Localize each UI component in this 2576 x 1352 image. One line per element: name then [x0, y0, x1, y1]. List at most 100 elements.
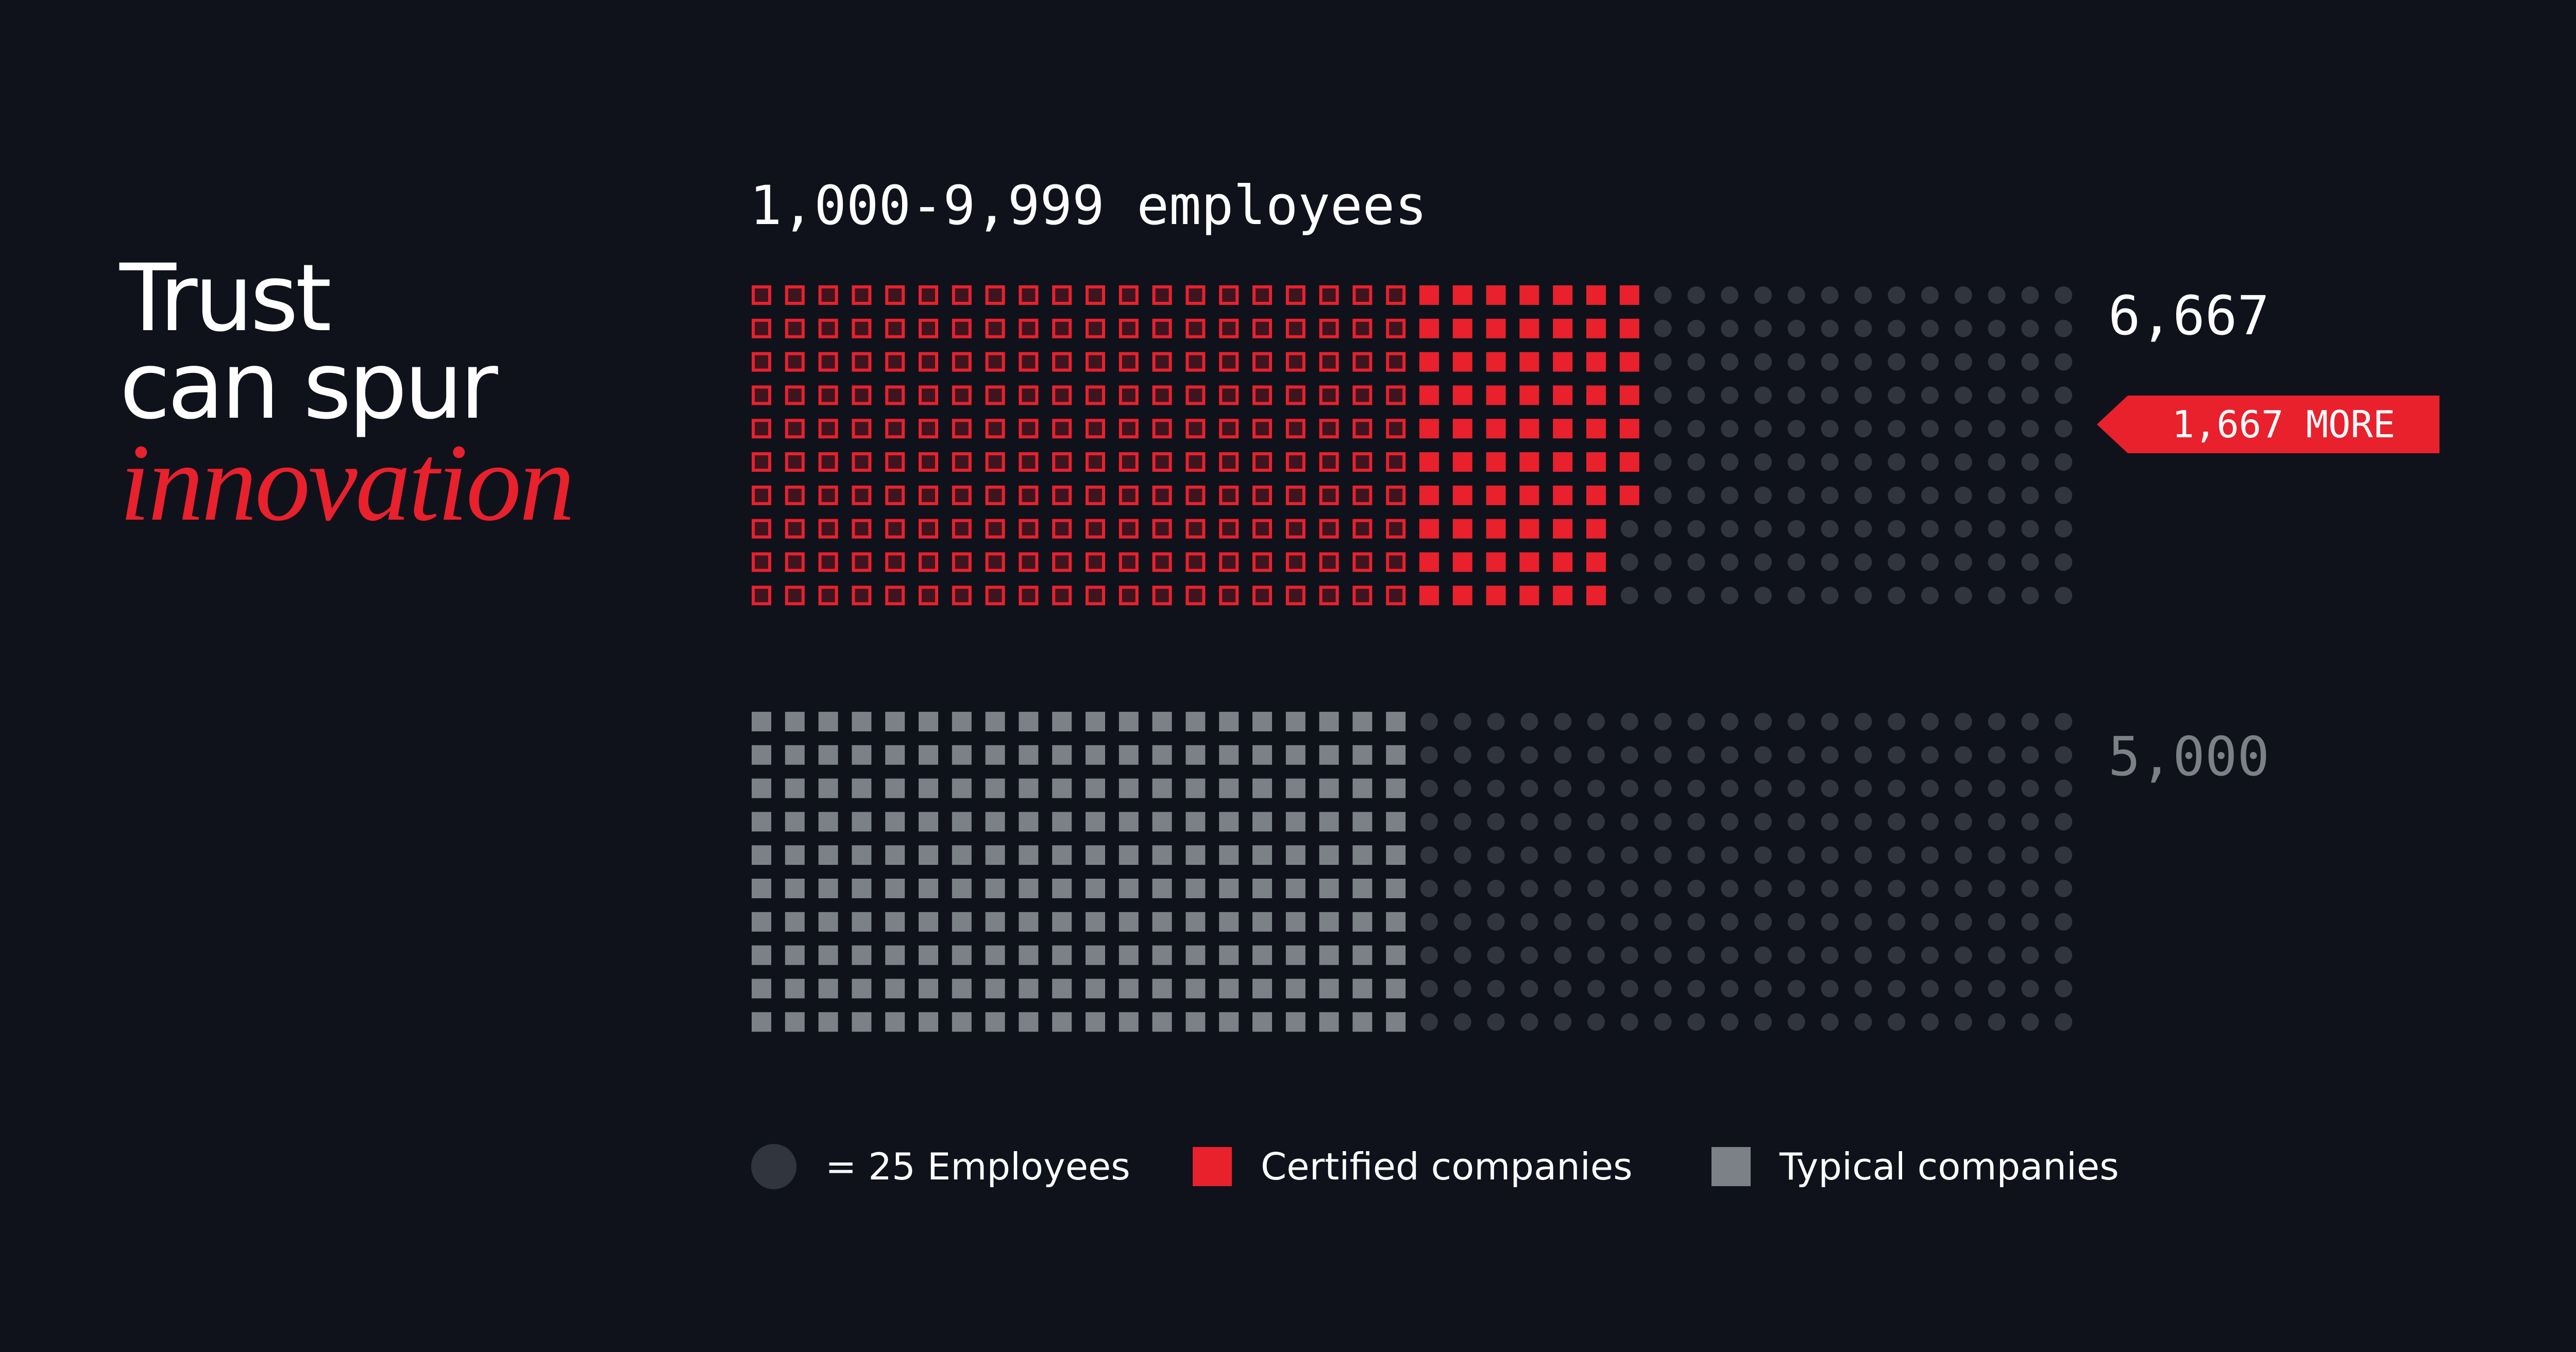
typical-unit-square: [985, 712, 1005, 731]
typical-unit-square: [1219, 778, 1239, 798]
certified-unit-square: [1086, 285, 1105, 305]
empty-unit-dot: [1888, 980, 1906, 998]
typical-unit-square: [1319, 879, 1339, 898]
empty-unit-dot: [1654, 553, 1672, 571]
certified-extra-unit-square: [1586, 586, 1606, 606]
empty-unit-dot: [2055, 846, 2073, 864]
empty-unit-dot: [1520, 946, 1538, 964]
certified-unit-square: [785, 419, 805, 439]
typical-unit-square: [985, 912, 1005, 932]
empty-unit-dot: [1921, 587, 1939, 605]
empty-unit-dot: [1921, 880, 1939, 897]
certified-unit-square: [752, 519, 771, 539]
empty-unit-dot: [1520, 880, 1538, 897]
certified-unit-square: [1352, 452, 1372, 472]
typical-unit-square: [1118, 745, 1139, 765]
typical-unit-square: [885, 845, 905, 865]
certified-unit-square: [952, 352, 972, 372]
certified-extra-unit-square: [1519, 419, 1539, 439]
certified-unit-square: [752, 419, 771, 439]
typical-unit-square: [752, 812, 771, 832]
empty-unit-dot: [1954, 880, 1972, 897]
typical-unit-square: [1352, 879, 1372, 898]
empty-unit-dot: [1487, 1013, 1505, 1031]
typical-unit-square: [1086, 778, 1105, 798]
empty-unit-dot: [1821, 946, 1839, 964]
empty-unit-dot: [1854, 913, 1872, 931]
certified-unit-square: [1352, 485, 1372, 505]
typical-unit-square: [885, 879, 905, 898]
empty-unit-dot: [1854, 319, 1872, 337]
certified-unit-square: [1319, 419, 1339, 439]
typical-unit-square: [1252, 979, 1272, 999]
certified-extra-unit-square: [1486, 552, 1506, 572]
empty-unit-dot: [1821, 286, 1839, 304]
typical-unit-square: [952, 979, 972, 999]
certified-unit-square: [1185, 452, 1206, 472]
empty-unit-dot: [1854, 520, 1872, 538]
certified-extra-unit-square: [1419, 285, 1439, 305]
empty-unit-dot: [1554, 779, 1572, 797]
certified-unit-square: [919, 552, 938, 572]
typical-unit-square: [785, 778, 805, 798]
typical-unit-square: [785, 712, 805, 731]
empty-unit-dot: [1654, 420, 1672, 438]
typical-unit-square: [1252, 845, 1272, 865]
certified-unit-square: [1252, 586, 1272, 606]
certified-unit-square: [1086, 318, 1105, 338]
certified-extra-unit-square: [1452, 352, 1472, 372]
empty-unit-dot: [1888, 520, 1906, 538]
certified-unit-square: [1118, 485, 1139, 505]
empty-unit-dot: [2055, 779, 2073, 797]
typical-unit-square: [852, 912, 872, 932]
certified-unit-square: [1185, 419, 1206, 439]
empty-unit-dot: [1754, 553, 1772, 571]
typical-unit-square: [1118, 879, 1139, 898]
legend-typical-swatch: [1711, 1147, 1751, 1186]
typical-unit-square: [1386, 912, 1406, 932]
empty-unit-dot: [1687, 880, 1705, 897]
typical-unit-square: [818, 912, 838, 932]
empty-unit-dot: [1587, 1013, 1605, 1031]
certified-unit-square: [952, 586, 972, 606]
typical-unit-square: [1319, 778, 1339, 798]
certified-unit-square: [1052, 385, 1072, 405]
certified-unit-square: [818, 318, 838, 338]
typical-unit-square: [1252, 712, 1272, 731]
empty-unit-dot: [1420, 980, 1438, 998]
typical-unit-square: [1152, 712, 1172, 731]
typical-unit-square: [1219, 745, 1239, 765]
typical-unit-square: [1219, 1012, 1239, 1032]
certified-extra-unit-square: [1486, 285, 1506, 305]
certified-extra-unit-square: [1452, 519, 1472, 539]
certified-extra-unit-square: [1519, 318, 1539, 338]
legend-label-certified: Certified companies: [1261, 1145, 1633, 1188]
typical-unit-square: [752, 712, 771, 731]
empty-unit-dot: [1587, 779, 1605, 797]
certified-unit-square: [1285, 352, 1306, 372]
typical-unit-square: [785, 912, 805, 932]
empty-unit-dot: [1620, 913, 1638, 931]
empty-unit-dot: [1453, 913, 1471, 931]
empty-unit-dot: [1554, 813, 1572, 831]
empty-unit-dot: [1587, 913, 1605, 931]
certified-unit-square: [1086, 485, 1105, 505]
empty-unit-dot: [1854, 813, 1872, 831]
certified-unit-square: [1252, 485, 1272, 505]
typical-unit-square: [1386, 745, 1406, 765]
certified-extra-unit-square: [1419, 552, 1439, 572]
empty-unit-dot: [1520, 813, 1538, 831]
typical-unit-square: [1019, 979, 1039, 999]
certified-unit-square: [1386, 586, 1406, 606]
certified-unit-square: [1185, 485, 1206, 505]
empty-unit-dot: [1821, 846, 1839, 864]
empty-unit-dot: [1954, 453, 1972, 471]
typical-unit-square: [985, 879, 1005, 898]
empty-unit-dot: [1954, 286, 1972, 304]
certified-extra-unit-square: [1553, 285, 1573, 305]
empty-unit-dot: [1921, 420, 1939, 438]
empty-unit-dot: [2021, 946, 2039, 964]
typical-unit-square: [852, 712, 872, 731]
typical-unit-square: [1019, 812, 1039, 832]
empty-unit-dot: [2021, 913, 2039, 931]
